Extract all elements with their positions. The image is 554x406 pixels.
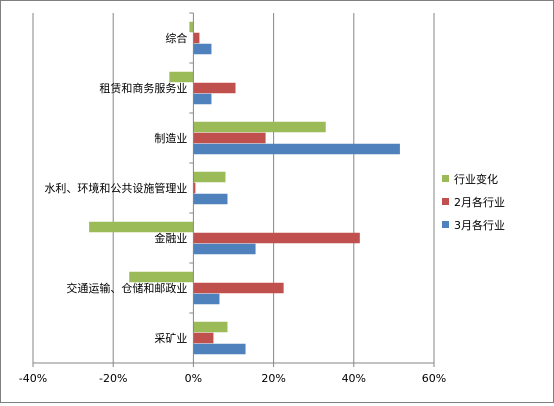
category-label: 金融业 (154, 231, 187, 245)
bar (89, 221, 194, 233)
legend-label: 行业变化 (454, 172, 498, 186)
bar (193, 232, 360, 244)
bar (193, 32, 200, 44)
category-label: 水利、环境和公共设施管理业 (44, 181, 187, 195)
bar (193, 321, 228, 333)
x-tick-label: 60% (422, 372, 446, 385)
bar (129, 271, 194, 283)
bar (193, 343, 246, 355)
x-tick-label: -20% (99, 372, 127, 385)
x-tick-label: 20% (261, 372, 285, 385)
bar (193, 132, 266, 144)
bar (193, 293, 220, 305)
bar (193, 282, 284, 294)
axes (32, 12, 435, 367)
x-tick-label: 0% (185, 372, 202, 385)
bar (193, 82, 236, 94)
x-tick-labels: -40% -20% 0% 20% 40% 60% (19, 372, 446, 385)
legend-swatch (442, 175, 449, 182)
bars (89, 21, 400, 355)
bar (193, 121, 326, 133)
gridlines (32, 13, 435, 363)
x-tick-label: -40% (19, 372, 47, 385)
category-label: 综合 (165, 31, 187, 45)
bar (193, 43, 212, 55)
x-tick-label: 40% (342, 372, 366, 385)
legend-label: 3月各行业 (454, 218, 505, 232)
bar (193, 243, 256, 255)
legend-swatch (442, 221, 449, 228)
legend-swatch (442, 198, 449, 205)
bar (193, 171, 226, 183)
bar (169, 71, 194, 83)
bar (193, 93, 212, 105)
bar (189, 21, 194, 33)
category-label: 交通运输、仓储和邮政业 (66, 281, 187, 295)
bar (193, 332, 214, 344)
category-label: 采矿业 (154, 332, 187, 345)
category-label: 租赁和商务服务业 (99, 81, 187, 95)
bar (193, 193, 228, 205)
bar (193, 143, 400, 155)
legend-label: 2月各行业 (454, 195, 505, 209)
category-label: 制造业 (154, 131, 187, 145)
bar (193, 182, 196, 194)
category-labels: 综合租赁和商务服务业制造业水利、环境和公共设施管理业金融业交通运输、仓储和邮政业… (44, 31, 187, 345)
legend: 行业变化 2月各行业 3月各行业 (442, 172, 505, 232)
